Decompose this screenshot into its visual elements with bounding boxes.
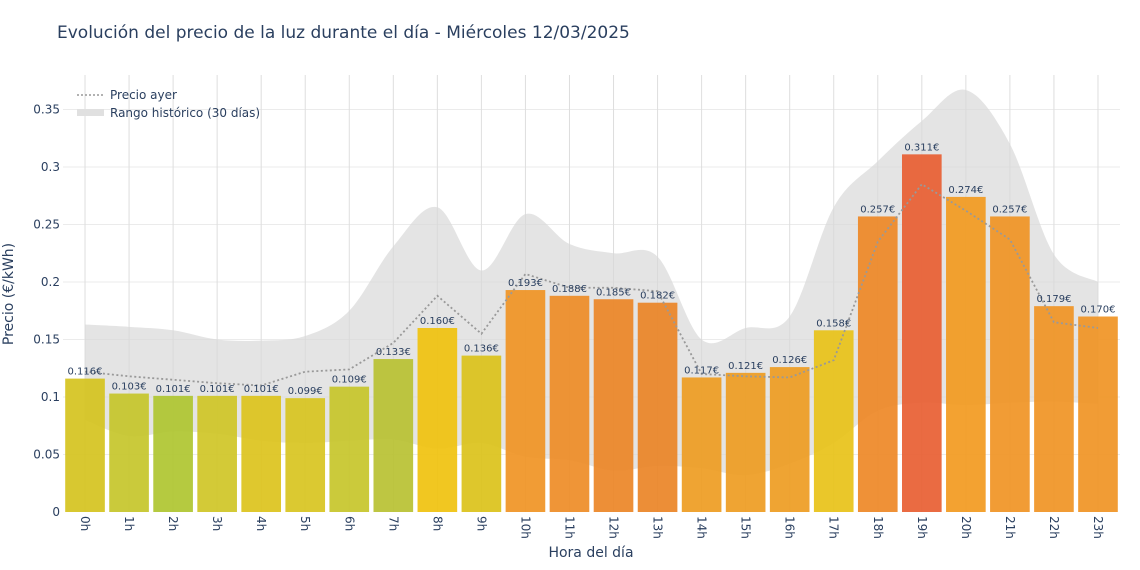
bar-8h (417, 328, 458, 512)
legend-label-band: Rango histórico (30 días) (110, 106, 260, 120)
bar-13h (637, 302, 678, 512)
y-tick-4: 0.2 (41, 275, 60, 289)
bars (65, 154, 1118, 512)
x-axis-ticks: 0h 1h 2h 3h 4h 5h 6h 7h 8h 9h 10h 11h 12h 13h 14h 15h 16… (78, 516, 1105, 539)
bar-4h (241, 395, 282, 512)
bar-label-10h: 0.193€ (508, 278, 543, 289)
bar-label-1h: 0.103€ (112, 382, 147, 393)
bar-3h (197, 395, 237, 512)
x-tick-22h: 22h (1047, 516, 1061, 539)
yesterday-price-path (84, 183, 1099, 387)
legend: Precio ayer Rango histórico (30 días) (77, 88, 260, 120)
x-tick-9h: 9h (474, 516, 488, 531)
bar-label-13h: 0.182€ (640, 291, 675, 302)
bar-label-0h: 0.116€ (68, 367, 103, 378)
x-tick-16h: 16h (783, 516, 797, 539)
bar-label-20h: 0.274€ (948, 185, 983, 196)
x-tick-3h: 3h (210, 516, 224, 531)
bar-21h (990, 216, 1030, 512)
x-tick-23h: 23h (1091, 516, 1105, 539)
x-tick-2h: 2h (166, 516, 180, 531)
y-tick-0: 0 (52, 505, 60, 519)
bar-18h (857, 216, 898, 512)
bar-label-11h: 0.188€ (552, 284, 587, 295)
bar-16h (769, 367, 810, 512)
x-tick-10h: 10h (518, 516, 532, 539)
bar-23h (1078, 316, 1118, 512)
bar-1h (109, 393, 149, 512)
x-tick-17h: 17h (827, 516, 841, 539)
bar-0h (65, 378, 105, 512)
x-tick-15h: 15h (739, 516, 753, 539)
x-tick-4h: 4h (254, 516, 268, 531)
bar-14h (681, 377, 722, 512)
bar-label-21h: 0.257€ (992, 204, 1027, 215)
x-tick-12h: 12h (607, 516, 621, 539)
x-tick-21h: 21h (1003, 516, 1017, 539)
bar-label-16h: 0.126€ (772, 355, 807, 366)
y-tick-6: 0.3 (41, 160, 60, 174)
x-tick-11h: 11h (562, 516, 576, 539)
y-axis-title: Precio (€/kWh) (1, 243, 17, 345)
x-tick-5h: 5h (298, 516, 312, 531)
bar-label-19h: 0.311€ (904, 142, 939, 153)
bar-9h (461, 355, 502, 512)
x-tick-6h: 6h (342, 516, 356, 531)
y-tick-7: 0.35 (33, 103, 60, 117)
bar-5h (285, 398, 326, 512)
yesterday-price-line (84, 183, 1099, 387)
bar-17h (813, 330, 854, 512)
bar-7h (373, 359, 414, 512)
y-tick-2: 0.1 (41, 390, 60, 404)
legend-label-line: Precio ayer (110, 88, 177, 102)
x-tick-13h: 13h (651, 516, 665, 539)
x-tick-7h: 7h (386, 516, 400, 531)
bar-label-6h: 0.109€ (332, 375, 367, 386)
bar-label-17h: 0.158€ (816, 318, 851, 329)
x-tick-0h: 0h (78, 516, 92, 531)
x-tick-19h: 19h (915, 516, 929, 539)
bar-label-23h: 0.170€ (1080, 305, 1115, 316)
bar-label-2h: 0.101€ (156, 384, 191, 395)
bar-15h (725, 372, 766, 512)
y-tick-1: 0.05 (33, 448, 60, 462)
bar-label-15h: 0.121€ (728, 361, 763, 372)
legend-swatch-band (77, 109, 104, 116)
bar-22h (1034, 306, 1074, 512)
bar-19h (901, 154, 942, 512)
y-axis-ticks: 0 0.05 0.1 0.15 0.2 0.25 0.3 0.35 (33, 103, 60, 520)
bar-label-12h: 0.185€ (596, 287, 631, 298)
x-axis-title: Hora del día (548, 545, 633, 561)
x-tick-20h: 20h (959, 516, 973, 539)
bar-label-5h: 0.099€ (288, 386, 323, 397)
bar-6h (329, 386, 370, 512)
bar-label-3h: 0.101€ (200, 384, 235, 395)
bar-2h (153, 395, 193, 512)
bar-label-18h: 0.257€ (860, 204, 895, 215)
bar-12h (593, 299, 634, 512)
bar-label-9h: 0.136€ (464, 344, 499, 355)
bar-label-14h: 0.117€ (684, 365, 719, 376)
y-tick-5: 0.25 (33, 218, 60, 232)
bar-10h (505, 290, 546, 512)
bar-labels: 0.116€ 0.103€ 0.101€ 0.101€ 0.101€ 0.099€ 0.10… (68, 142, 1116, 397)
bar-label-8h: 0.160€ (420, 316, 455, 327)
bar-20h (946, 196, 986, 512)
x-tick-14h: 14h (695, 516, 709, 539)
x-tick-1h: 1h (122, 516, 136, 531)
bar-label-7h: 0.133€ (376, 347, 411, 358)
bar-11h (549, 295, 590, 512)
chart-title: Evolución del precio de la luz durante e… (57, 23, 630, 43)
bar-label-22h: 0.179€ (1036, 294, 1071, 305)
bar-label-4h: 0.101€ (244, 384, 279, 395)
y-tick-3: 0.15 (33, 333, 60, 347)
x-tick-18h: 18h (871, 516, 885, 539)
x-tick-8h: 8h (430, 516, 444, 531)
